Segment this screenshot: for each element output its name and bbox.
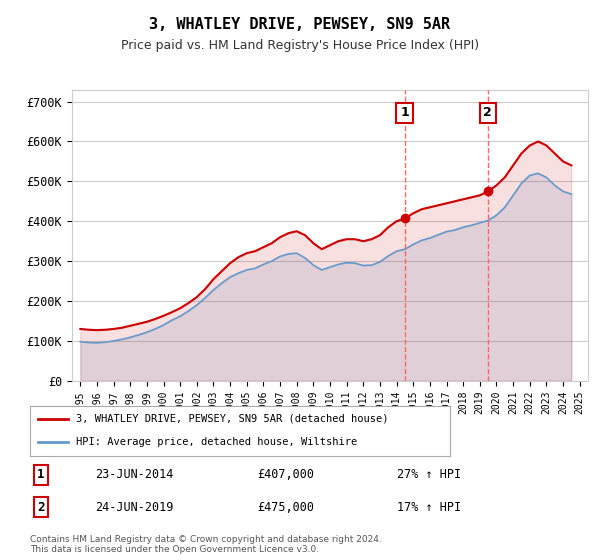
Text: 3, WHATLEY DRIVE, PEWSEY, SN9 5AR: 3, WHATLEY DRIVE, PEWSEY, SN9 5AR <box>149 17 451 32</box>
Text: 17% ↑ HPI: 17% ↑ HPI <box>397 501 461 514</box>
Text: 1: 1 <box>400 106 409 119</box>
Text: 24-JUN-2019: 24-JUN-2019 <box>95 501 173 514</box>
Text: 23-JUN-2014: 23-JUN-2014 <box>95 468 173 482</box>
Text: 3, WHATLEY DRIVE, PEWSEY, SN9 5AR (detached house): 3, WHATLEY DRIVE, PEWSEY, SN9 5AR (detac… <box>76 414 389 423</box>
Text: £407,000: £407,000 <box>257 468 314 482</box>
Text: Contains HM Land Registry data © Crown copyright and database right 2024.
This d: Contains HM Land Registry data © Crown c… <box>30 535 382 554</box>
Text: £475,000: £475,000 <box>257 501 314 514</box>
Text: 1: 1 <box>37 468 44 482</box>
Text: HPI: Average price, detached house, Wiltshire: HPI: Average price, detached house, Wilt… <box>76 437 358 447</box>
Text: 2: 2 <box>484 106 492 119</box>
Text: 2: 2 <box>37 501 44 514</box>
Text: Price paid vs. HM Land Registry's House Price Index (HPI): Price paid vs. HM Land Registry's House … <box>121 39 479 52</box>
Text: 27% ↑ HPI: 27% ↑ HPI <box>397 468 461 482</box>
